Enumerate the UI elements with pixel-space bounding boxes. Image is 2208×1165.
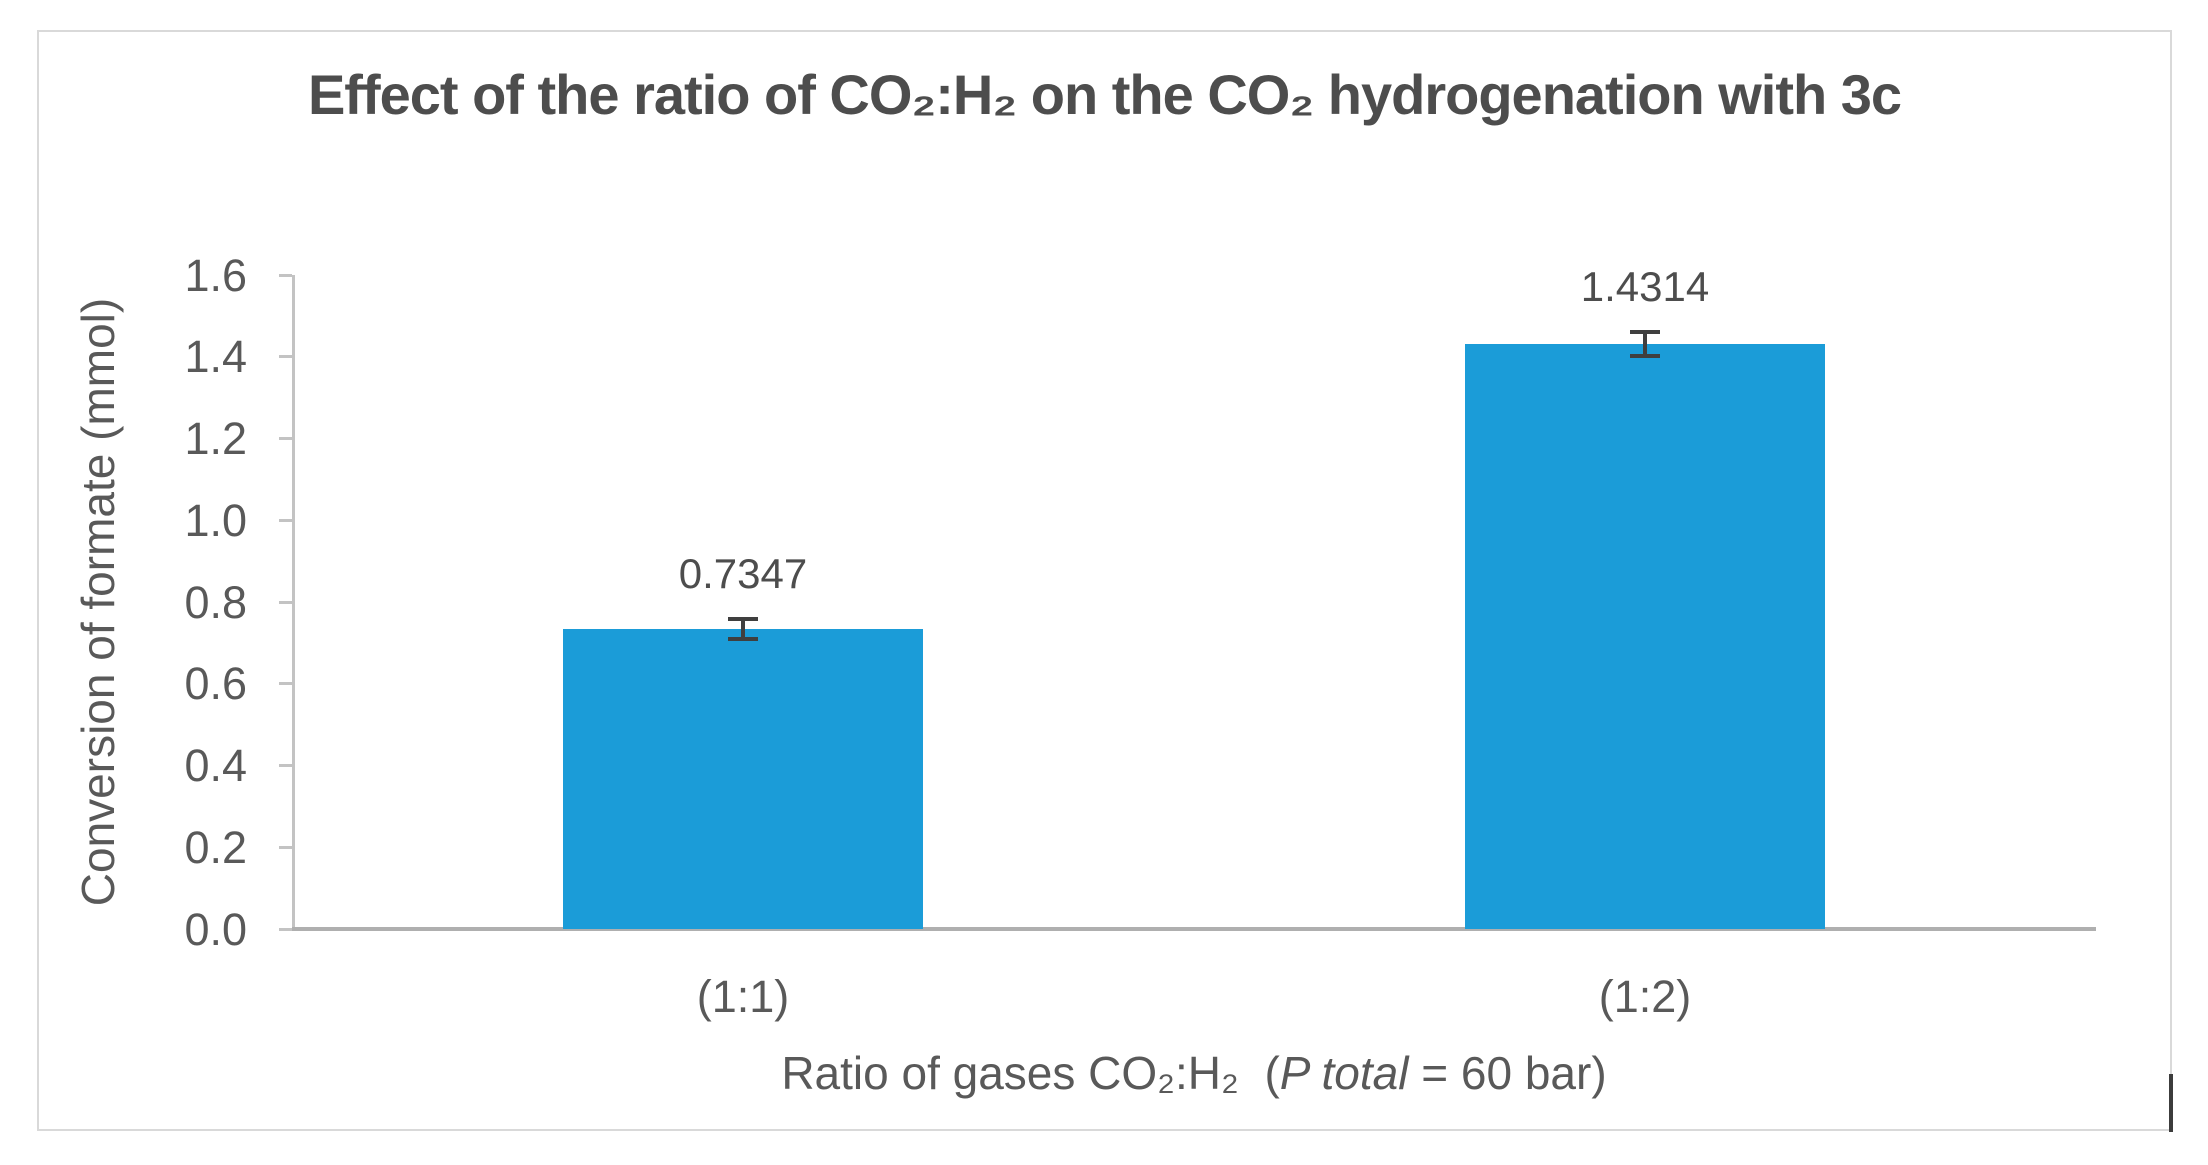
bar-(1:2): [1465, 343, 1825, 929]
y-tick-label: 1.0: [184, 494, 247, 546]
y-axis-tick: [279, 600, 292, 604]
chart-title: Effect of the ratio of CO₂:H₂ on the CO₂…: [307, 63, 1902, 126]
y-tick-label: 0.6: [184, 658, 247, 710]
y-tick-label: 1.2: [184, 413, 247, 464]
bar-value-label: 0.7347: [678, 549, 808, 597]
dark-edge-artifact: [2169, 1074, 2173, 1132]
y-axis-tick: [279, 273, 292, 277]
error-bar-line: [1643, 331, 1647, 357]
error-bar-cap-top: [1630, 329, 1660, 334]
x-axis-title: Ratio of gases CO₂:H₂ (P total = 60 bar): [292, 1046, 2096, 1100]
y-tick-label: 1.6: [184, 249, 247, 301]
x-category-label: (1:1): [696, 971, 790, 1022]
error-bar-cap-bottom: [728, 636, 758, 641]
y-axis-tick: [279, 845, 292, 849]
y-tick-label: 0.0: [184, 903, 247, 955]
y-axis-tick: [279, 355, 292, 359]
plot-area: 0.0 0.2 0.4 0.6 0.8 1.0 1.2 1.4 1.6 0.7347 (1:1) 1…: [184, 253, 2096, 1022]
x-axis-title-text: Ratio of gases CO₂:H₂ (: [781, 1047, 1280, 1099]
y-axis-tick: [279, 682, 292, 686]
error-bar-cap-bottom: [1630, 354, 1660, 359]
x-axis-line: [292, 927, 2096, 931]
y-tick-label: 0.2: [184, 821, 247, 873]
error-bar-line: [741, 618, 745, 639]
x-axis-title-text-2: = 60 bar): [1408, 1047, 1607, 1099]
bar-(1:1): [563, 628, 923, 929]
x-category-label: (1:2): [1598, 971, 1692, 1022]
y-tick-label: 1.4: [184, 331, 247, 383]
x-axis-title-italic: P total: [1279, 1047, 1409, 1099]
y-axis-line: [292, 275, 295, 929]
y-axis-tick: [279, 764, 292, 767]
y-axis-tick: [279, 518, 292, 522]
y-axis-tick: [279, 437, 292, 440]
y-axis-tick: [279, 927, 292, 931]
bar-value-label: 1.4314: [1580, 262, 1710, 310]
y-tick-label: 0.8: [184, 576, 247, 628]
y-tick-label: 0.4: [184, 740, 247, 791]
error-bar-cap-top: [728, 616, 758, 621]
